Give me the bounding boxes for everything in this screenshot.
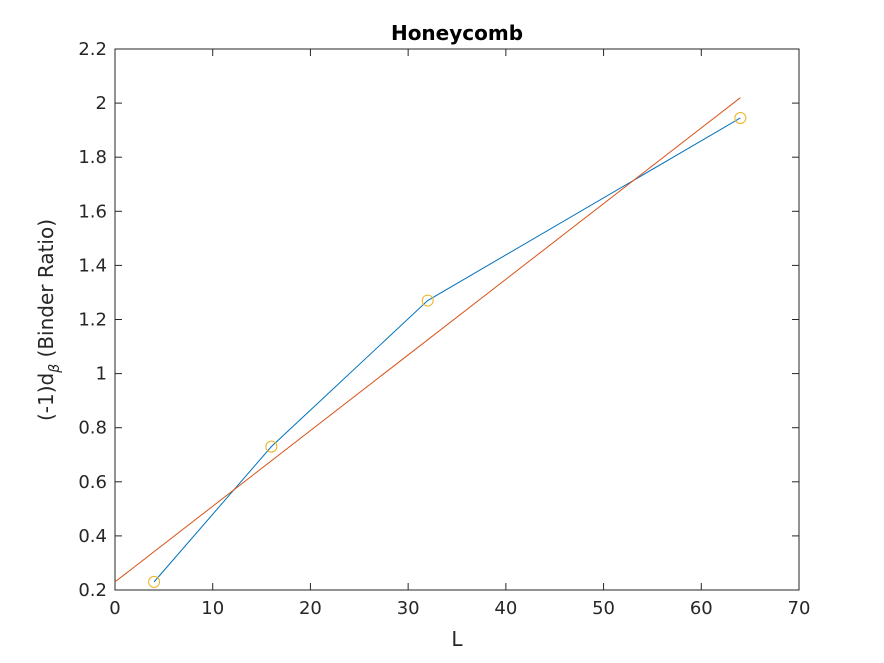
axis-ticks: 0 10 20 30 40 50 60 70 0.2 0.4 0.6 0.8 1 1.2 1.4 1.6 1.8… (78, 39, 810, 619)
y-tick-label-10: 2.2 (78, 39, 107, 60)
y-tick-label-4: 1 (96, 364, 107, 385)
plot-area (114, 48, 800, 591)
x-tick-label-7: 70 (788, 598, 811, 619)
y-tick-label-0: 0.2 (78, 580, 107, 601)
y-tick-label-9: 2 (96, 93, 107, 114)
y-tick-label-8: 1.8 (78, 147, 107, 168)
series-group (114, 97, 747, 588)
x-tick-label-6: 60 (690, 598, 713, 619)
y-tick-label-6: 1.4 (78, 255, 107, 276)
data-point-2 (421, 294, 434, 307)
x-tick-label-5: 50 (592, 598, 615, 619)
y-tick-label-2: 0.6 (78, 472, 107, 493)
y-tick-label-3: 0.8 (78, 418, 107, 439)
x-tick-label-1: 10 (201, 598, 224, 619)
x-tick-label-3: 30 (397, 598, 420, 619)
y-tick-label-5: 1.2 (78, 310, 107, 331)
x-tick-label-4: 40 (494, 598, 517, 619)
y-tick-label-7: 1.6 (78, 201, 107, 222)
data-point-1 (265, 440, 278, 453)
series-line-0 (153, 117, 741, 583)
y-axis-label-main: (-1)d (34, 373, 58, 421)
x-axis-label: L (451, 627, 463, 651)
y-tick-label-1: 0.4 (78, 526, 107, 547)
y-axis-label: (-1)dβ (Binder Ratio) (34, 219, 63, 421)
y-axis-label-subscript: β (47, 364, 63, 374)
y-axis-label-suffix: (Binder Ratio) (34, 219, 58, 364)
data-point-0 (148, 575, 161, 588)
data-point-3 (734, 111, 747, 124)
series-line-1 (114, 97, 741, 583)
x-tick-label-2: 20 (299, 598, 322, 619)
x-tick-label-0: 0 (109, 598, 120, 619)
chart-title: Honeycomb (391, 21, 523, 45)
